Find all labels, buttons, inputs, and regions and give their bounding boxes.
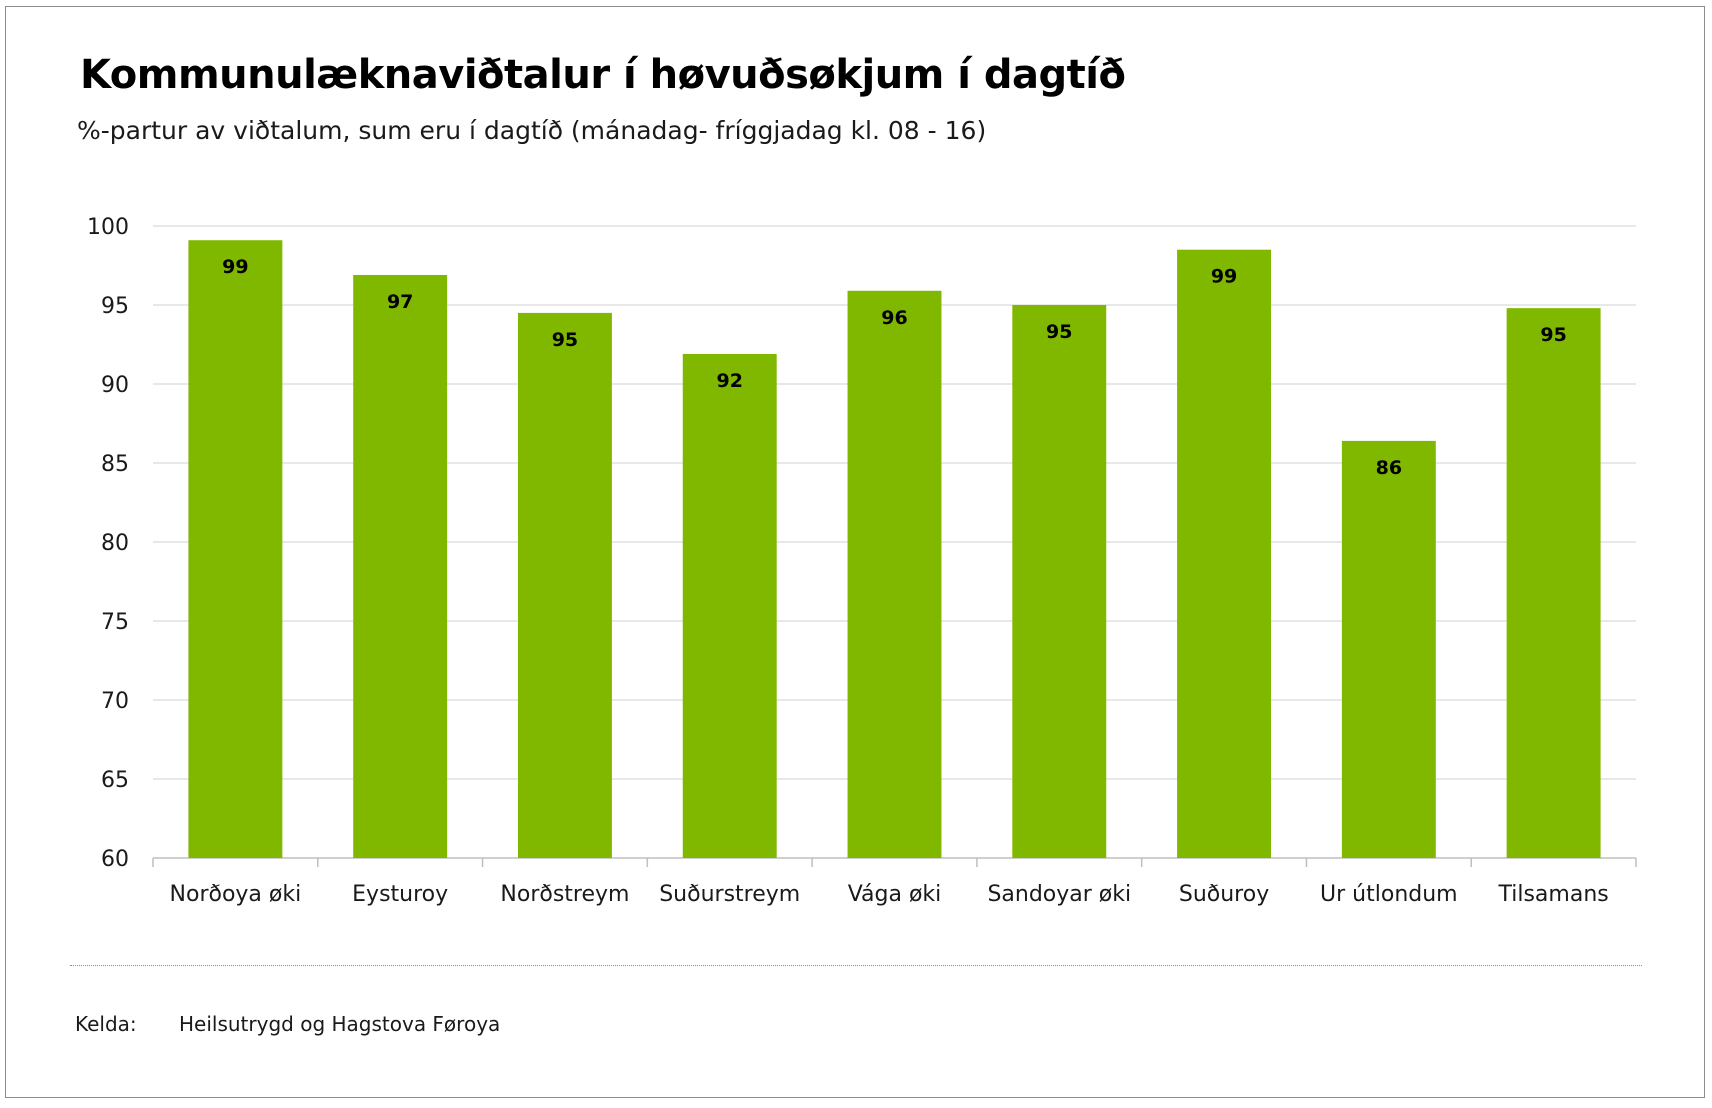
x-tick-label: Suðuroy [1179,882,1269,907]
bar [1341,440,1436,858]
data-label: 95 [1540,324,1566,346]
x-tick-label: Suðurstreym [659,882,800,907]
bar-chart: 60 65 70 75 80 85 90 95 100 99 Norðoya øki 97 Eystur… [87,215,1637,907]
data-label: 92 [716,370,742,392]
x-tick-label: Norðoya øki [170,882,302,907]
bar [353,274,448,859]
data-label: 95 [552,329,578,351]
chart-title: Kommunulæknaviðtalur í høvuðsøkjum í dag… [80,52,1126,98]
data-label: 99 [222,256,248,278]
y-tick-label: 100 [87,215,129,240]
x-tick-label: Norðstreym [500,882,629,907]
y-tick-label: 60 [101,847,129,872]
data-label: 95 [1046,321,1072,343]
data-label: 86 [1376,457,1402,479]
x-tick-label: Ur útlondum [1320,882,1458,907]
footer-divider [70,965,1642,966]
data-label: 97 [387,291,413,313]
bar [1506,308,1601,858]
source-value: Heilsutrygd og Hagstova Føroya [179,1012,501,1036]
y-tick-label: 90 [101,373,129,398]
bar [188,240,283,859]
source-label: Kelda: [75,1012,137,1036]
x-tick-label: Tilsamans [1497,882,1608,907]
y-tick-label: 85 [101,452,129,477]
x-tick-label: Eysturoy [352,882,448,907]
chart-subtitle: %-partur av viðtalum, sum eru í dagtíð (… [77,116,987,145]
bar [1012,305,1107,858]
bar [517,312,612,858]
data-label: 99 [1211,266,1237,288]
x-tick-label: Sandoyar øki [987,882,1131,907]
y-tick-label: 70 [101,689,129,714]
bar [682,353,777,858]
bar [1177,249,1272,858]
y-tick-label: 80 [101,531,129,556]
y-tick-label: 75 [101,610,129,635]
x-tick-label: Vága øki [848,882,942,907]
bar [847,290,942,858]
y-tick-label: 95 [101,294,129,319]
y-tick-label: 65 [101,768,129,793]
data-label: 96 [881,307,907,329]
